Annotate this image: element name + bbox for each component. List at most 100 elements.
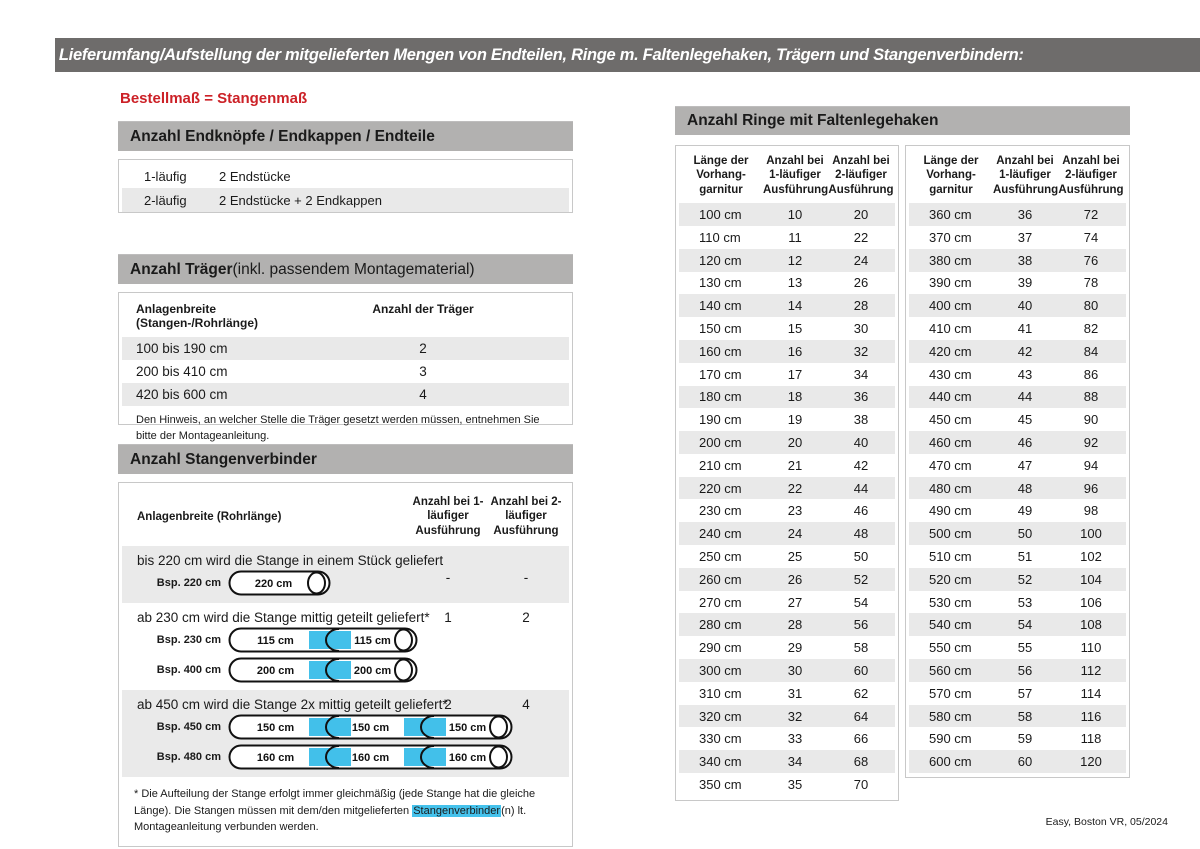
cell-2-laufig: 86 — [1083, 366, 1099, 382]
cell-length: 380 cm — [929, 252, 972, 268]
table-row: 320 cm 32 64 — [679, 704, 895, 728]
table-row: 420 cm 42 84 — [909, 339, 1126, 363]
page-header-bar: Lieferumfang/Aufstellung der mitgeliefer… — [55, 38, 1200, 72]
section-title: Anzahl Ringe mit Faltenlegehaken — [687, 112, 939, 129]
cell-1-laufig: 59 — [1017, 731, 1033, 747]
cell-length: 180 cm — [699, 389, 742, 405]
cell-1-laufig: 30 — [787, 662, 803, 678]
svg-text:150 cm: 150 cm — [449, 722, 487, 734]
cell-length: 310 cm — [699, 685, 742, 701]
cell-2-laufig: 90 — [1083, 412, 1099, 428]
verbinder-group: ab 230 cm wird die Stange mittig geteilt… — [122, 603, 569, 690]
table-row: 290 cm 29 58 — [679, 636, 895, 659]
cell-length: 240 cm — [699, 526, 742, 542]
table-row: 150 cm 15 30 — [679, 317, 895, 340]
connector-highlight — [404, 748, 446, 767]
section-header-endteile: Anzahl Endknöpfe / Endkappen / Endteile — [118, 121, 573, 151]
cell-1-laufig: 42 — [1017, 343, 1033, 359]
group-description: ab 230 cm wird die Stange mittig geteilt… — [137, 610, 430, 626]
cell-length: 250 cm — [699, 548, 742, 564]
cell-2-laufig: 50 — [853, 548, 869, 564]
svg-text:220 cm: 220 cm — [255, 578, 293, 590]
column-header: Anzahl bei 1-läufiger Ausführung — [412, 496, 484, 537]
section-header-ringe: Anzahl Ringe mit Faltenlegehaken — [675, 106, 1130, 135]
cell-range: 100 bis 190 cm — [136, 341, 228, 356]
cell-2-laufig: 28 — [853, 298, 869, 314]
cell-length: 470 cm — [929, 457, 972, 473]
table-row: 260 cm 26 52 — [679, 567, 895, 591]
cell-2-laufig: 20 — [853, 207, 869, 223]
cell-length: 210 cm — [699, 457, 742, 473]
cell-length: 600 cm — [929, 754, 972, 770]
table-row: 470 cm 47 94 — [909, 454, 1126, 477]
table-row: 2-läufig 2 Endstücke + 2 Endkappen — [122, 188, 569, 212]
cell-2-laufig: 108 — [1080, 617, 1102, 633]
cell-2-laufig: 64 — [853, 708, 869, 724]
cell-1-laufig: 22 — [787, 480, 803, 496]
table-row: 480 cm 48 96 — [909, 476, 1126, 500]
cell-length: 390 cm — [929, 275, 972, 291]
cell-2-laufig: 100 — [1080, 526, 1102, 542]
rod-example-label: Bsp. 400 cm — [156, 664, 221, 677]
cell-1-laufig: 11 — [788, 229, 802, 245]
cell-count: 4 — [419, 387, 427, 402]
cell-length: 200 cm — [699, 434, 742, 450]
cell-length: 150 cm — [699, 321, 742, 336]
section-title: Anzahl Endknöpfe / Endkappen / Endteile — [130, 127, 435, 145]
table-row: 360 cm 36 72 — [909, 203, 1126, 226]
cell-2-laufig: 26 — [853, 275, 869, 291]
ringe-table-1: Länge der Vorhang-garnitur Anzahl bei 1-l… — [675, 145, 899, 801]
table-row: 430 cm 43 86 — [909, 363, 1126, 386]
svg-text:200 cm: 200 cm — [354, 665, 392, 677]
group-description: ab 450 cm wird die Stange 2x mittig gete… — [137, 697, 448, 713]
cell-2-laufig: 96 — [1083, 480, 1099, 496]
cell-length: 340 cm — [699, 754, 742, 770]
table-row: 350 cm 35 70 — [679, 773, 895, 796]
cell-length: 130 cm — [699, 275, 742, 291]
column-header: Länge der Vorhang-garnitur — [693, 155, 749, 196]
table-header-row: Länge der Vorhang-garnitur Anzahl bei 1-l… — [909, 146, 1126, 203]
cell-2-laufig: 98 — [1083, 503, 1099, 519]
group-description: bis 220 cm wird die Stange in einem Stüc… — [137, 553, 444, 569]
connector-highlight — [309, 661, 351, 680]
cell-length: 100 cm — [699, 207, 742, 223]
connector-highlight — [309, 718, 351, 737]
cell-1-laufig: 38 — [1017, 252, 1033, 268]
rod-diagram: 115 cm 115 cm — [228, 627, 418, 653]
section-title-bold: Anzahl Träger — [130, 260, 233, 278]
cell-length: 520 cm — [929, 571, 972, 587]
cell-length: 510 cm — [929, 548, 972, 564]
footnote-text: (n) lt. Montageanleitung verbunden werde… — [134, 804, 527, 834]
svg-text:115 cm: 115 cm — [354, 635, 391, 647]
cell-length: 460 cm — [929, 434, 972, 450]
cell-length: 570 cm — [929, 685, 972, 701]
count-1-laufig: - — [445, 570, 451, 586]
table-row: 490 cm 49 98 — [909, 499, 1126, 522]
cell-length: 420 cm — [929, 343, 972, 359]
cell-2-laufig: 56 — [853, 617, 869, 633]
rod-diagram: 200 cm 200 cm — [228, 657, 418, 683]
svg-text:150 cm: 150 cm — [352, 722, 390, 734]
cell-2-laufig: 74 — [1083, 229, 1099, 245]
column-header: Anzahl der Träger — [372, 302, 474, 316]
section-header-traeger: Anzahl Träger (inkl. passendem Montagema… — [118, 254, 573, 284]
cell-length: 270 cm — [699, 594, 742, 610]
cell-1-laufig: 15 — [787, 321, 803, 336]
cell-1-laufig: 57 — [1017, 685, 1033, 701]
cell-length: 590 cm — [929, 731, 972, 747]
svg-text:160 cm: 160 cm — [352, 752, 390, 764]
column-header: Anlagenbreite (Stangen-/Rohrlänge) — [136, 302, 258, 330]
cell-1-laufig: 49 — [1017, 503, 1033, 519]
cell-length: 280 cm — [699, 617, 742, 633]
count-1-laufig: 1 — [444, 610, 452, 626]
cell-length: 540 cm — [929, 617, 972, 633]
column-header: Länge der Vorhang-garnitur — [923, 155, 979, 196]
table-row: 130 cm 13 26 — [679, 272, 895, 295]
table-row: 590 cm 59 118 — [909, 727, 1126, 750]
cell-1-laufig: 54 — [1017, 617, 1033, 633]
cell-2-laufig: 68 — [853, 754, 869, 770]
footnote-text: * Die Aufteilung der Stange erfolgt imme… — [134, 788, 536, 817]
rod-example: Bsp. 450 cm 150 cm 150 cm 150 cm — [122, 712, 569, 742]
svg-text:200 cm: 200 cm — [257, 665, 295, 677]
cell-2-laufig: 22 — [853, 229, 869, 245]
